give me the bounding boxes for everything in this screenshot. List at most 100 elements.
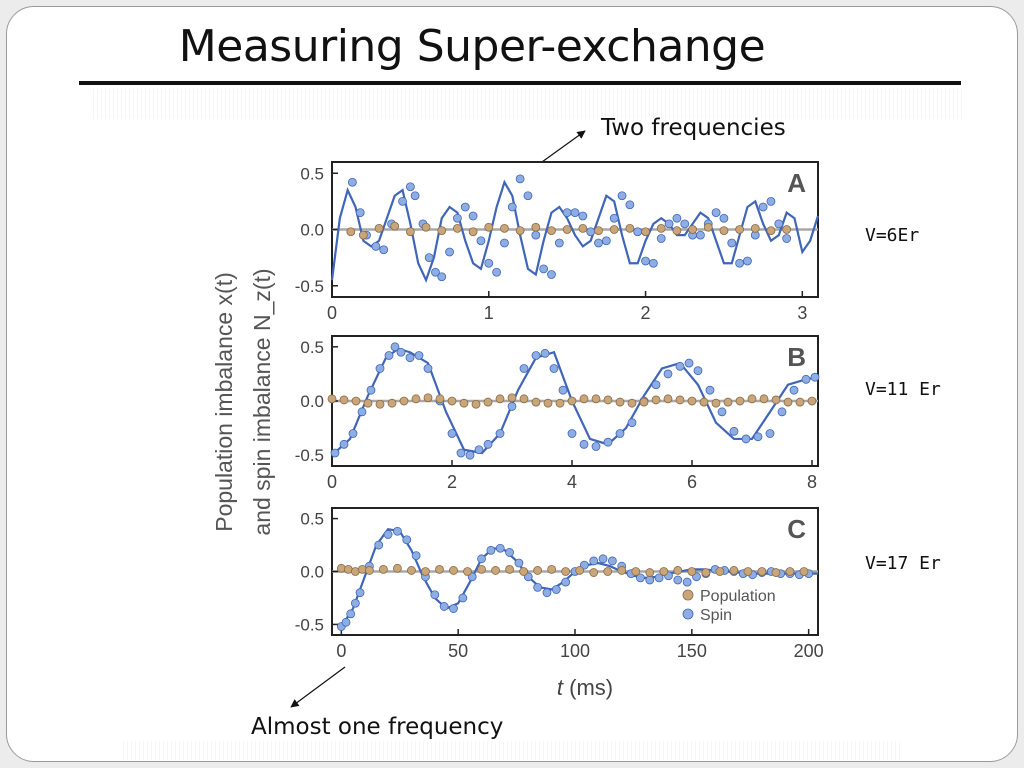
spin-point [672, 213, 682, 223]
spin-point [729, 426, 739, 436]
population-point [435, 394, 445, 404]
spin-point [495, 543, 505, 553]
spin-point [633, 227, 643, 237]
population-point [363, 398, 373, 408]
spin-point [615, 429, 625, 438]
spin-point [682, 577, 692, 587]
spin-point [594, 238, 603, 248]
spin-point [558, 385, 568, 395]
population-point [723, 397, 733, 407]
spin-point [603, 437, 613, 447]
spin-point [533, 582, 543, 592]
spin-point [410, 191, 420, 201]
legend-label: Population [700, 588, 776, 605]
spin-point [355, 588, 365, 598]
spin-point [405, 182, 415, 192]
spin-point [456, 448, 466, 458]
population-point [351, 396, 361, 406]
population-point [561, 567, 571, 576]
spin-point [589, 556, 599, 566]
spin-point [696, 230, 705, 240]
spin-point [379, 245, 389, 255]
spin-point [484, 258, 494, 268]
population-point [375, 399, 385, 409]
x-tick-label: 1 [484, 303, 494, 323]
population-point [515, 226, 525, 236]
y-tick-label: -0.5 [295, 446, 324, 465]
x-tick-label: 6 [687, 472, 697, 492]
side-label-v17: V=17 Er [865, 553, 941, 574]
spin-point [777, 407, 787, 417]
population-point [617, 566, 627, 575]
x-tick-label: 0 [336, 641, 346, 661]
population-point [759, 394, 769, 404]
population-point [651, 395, 661, 405]
x-tick-label: 2 [447, 472, 457, 492]
population-point [578, 223, 588, 233]
spin-point [460, 202, 470, 212]
population-point [715, 567, 725, 576]
spin-point [505, 548, 514, 557]
y-tick-label: 0.5 [300, 164, 324, 183]
spin-point [547, 270, 556, 279]
spin-point [539, 264, 549, 274]
population-point [591, 394, 601, 404]
spin-point [357, 407, 367, 417]
spin-point [447, 429, 457, 438]
population-point [421, 222, 431, 232]
population-point [519, 394, 529, 404]
spin-point [743, 256, 752, 266]
spin-point [774, 219, 784, 229]
spin-point [402, 535, 412, 545]
population-point [627, 398, 637, 408]
spin-point [531, 351, 541, 360]
population-point [719, 226, 729, 236]
y-tick-label: 0.0 [300, 563, 324, 582]
spin-point [598, 554, 608, 564]
y-tick-label: 0.5 [300, 510, 324, 529]
x-tick-label: 50 [448, 641, 468, 661]
x-axis-label: t (ms) [557, 675, 613, 700]
population-point [625, 223, 635, 233]
spin-point [477, 554, 486, 564]
population-point [447, 396, 457, 406]
population-point [659, 567, 669, 576]
population-point [449, 566, 458, 575]
spin-point [431, 267, 440, 277]
population-point [603, 395, 613, 405]
population-point [603, 567, 613, 576]
spin-point [348, 429, 358, 438]
annotation-almost-one-frequency: Almost one frequency [251, 714, 504, 740]
spin-point [782, 234, 792, 243]
spin-point [507, 202, 517, 212]
population-point [673, 566, 683, 575]
spin-point [810, 372, 820, 382]
spin-point [562, 208, 572, 218]
spin-point [705, 385, 715, 395]
population-point [459, 398, 469, 408]
population-point [435, 564, 444, 574]
population-point [393, 563, 402, 573]
population-point [615, 397, 625, 407]
x-axis-label-var: t [557, 675, 564, 700]
population-point [656, 223, 666, 233]
population-point [579, 394, 589, 404]
population-point [807, 396, 817, 406]
population-point [547, 226, 556, 236]
spin-point [414, 351, 424, 360]
panel-label: A [787, 168, 806, 198]
spin-point [579, 439, 589, 449]
population-point [483, 397, 493, 407]
population-point [562, 225, 572, 234]
spin-point [486, 545, 496, 555]
population-point [407, 566, 416, 575]
population-point [747, 394, 757, 404]
population-point [405, 227, 415, 237]
legend-marker [682, 589, 694, 601]
spin-point [789, 385, 799, 395]
spin-point [625, 200, 635, 210]
spin-point [741, 434, 751, 444]
side-label-v6: V=6Er [865, 225, 920, 246]
spin-point [405, 353, 415, 363]
